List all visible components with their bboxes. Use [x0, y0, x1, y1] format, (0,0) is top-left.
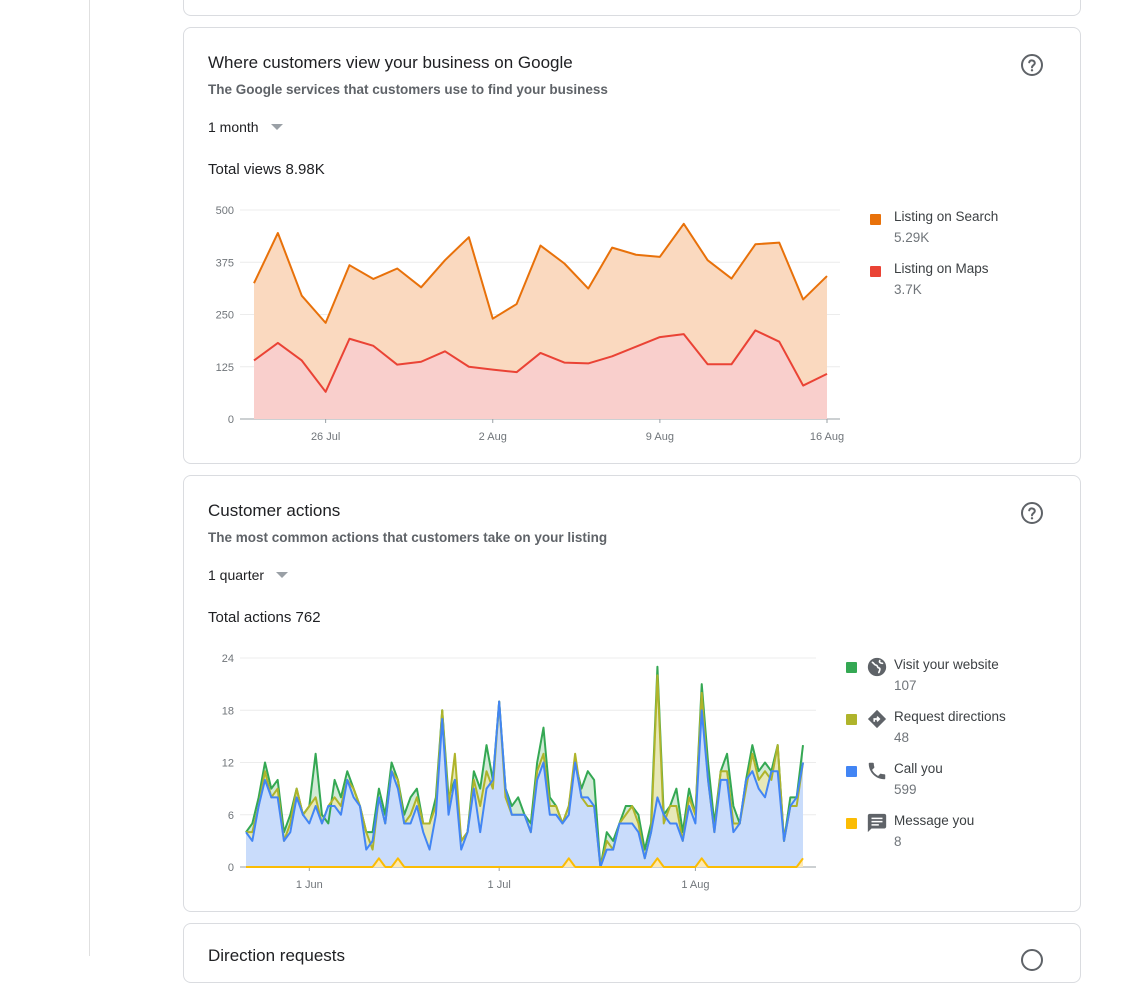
views-x-tick-label: 9 Aug: [646, 431, 674, 443]
legend-label: Listing on Search: [894, 209, 999, 224]
legend-swatch: [870, 266, 881, 277]
legend-label: Listing on Maps: [894, 261, 989, 276]
help-icon[interactable]: [1020, 501, 1044, 525]
views-area-listing-on-maps: [254, 330, 827, 419]
actions-y-tick-label: 6: [228, 810, 234, 822]
actions-period-dropdown[interactable]: 1 quarter: [208, 567, 289, 583]
legend-swatch: [846, 714, 857, 725]
views-card-title: Where customers view your business on Go…: [208, 53, 573, 72]
chevron-down-icon: [270, 124, 283, 130]
actions-x-tick-label: 1 Jul: [488, 879, 511, 891]
left-navigation-rail: [0, 0, 90, 956]
actions-card-title: Customer actions: [208, 501, 341, 520]
legend-value: 8: [894, 834, 902, 849]
help-icon[interactable]: [1020, 948, 1044, 972]
views-chart: 0 125 250 375 500 26 Jul 2 Aug 9 Aug 16 Aug: [216, 205, 844, 443]
views-y-tick-label: 250: [216, 310, 234, 322]
actions-card-subtitle: The most common actions that customers t…: [208, 530, 608, 545]
views-card: Where customers view your business on Go…: [183, 27, 1081, 464]
total-views: Total views 8.98K: [208, 161, 325, 178]
actions-period-label: 1 quarter: [208, 567, 265, 583]
actions-x-tick-label: 1 Aug: [681, 879, 709, 891]
legend-value: 48: [894, 730, 910, 745]
legend-value: 5.29K: [894, 230, 930, 245]
actions-y-tick-label: 24: [222, 653, 234, 665]
views-period-dropdown[interactable]: 1 month: [208, 119, 283, 135]
views-x-tick-label: 26 Jul: [311, 431, 340, 443]
phone-icon: [866, 760, 888, 782]
total-actions: Total actions 762: [208, 609, 321, 626]
legend-swatch: [846, 818, 857, 829]
actions-area-call-you: [246, 701, 803, 867]
views-card-subtitle: The Google services that customers use t…: [208, 82, 608, 97]
actions-y-tick-label: 0: [228, 862, 234, 874]
actions-y-tick-label: 12: [222, 758, 234, 770]
chevron-down-icon: [276, 572, 289, 578]
help-icon[interactable]: [1020, 53, 1044, 77]
views-line-listing-on-search: [253, 222, 828, 324]
views-period-label: 1 month: [208, 119, 259, 135]
previous-card: [183, 0, 1081, 16]
legend-label: Request directions: [894, 709, 1006, 724]
views-x-tick-label: 16 Aug: [810, 431, 844, 443]
legend-swatch: [870, 214, 881, 225]
direction-requests-title: Direction requests: [208, 946, 346, 965]
message-icon: [866, 812, 888, 834]
legend-label: Message you: [894, 813, 975, 828]
legend-label: Call you: [894, 761, 943, 776]
actions-x-tick-label: 1 Jun: [296, 879, 323, 891]
legend-value: 599: [894, 782, 917, 797]
customer-actions-card: Customer actions The most common actions…: [183, 475, 1081, 912]
actions-y-tick-label: 18: [222, 705, 234, 717]
legend-swatch: [846, 766, 857, 777]
legend-value: 107: [894, 678, 917, 693]
legend-swatch: [846, 662, 857, 673]
directions-icon: [866, 708, 888, 730]
direction-requests-card: Direction requests: [183, 923, 1081, 983]
views-y-tick-label: 500: [216, 205, 234, 217]
views-x-tick-label: 2 Aug: [479, 431, 507, 443]
globe-icon: [866, 656, 888, 678]
actions-chart: 0 6 12 18 24 1 Jun 1 Jul 1 Aug: [222, 653, 816, 891]
views-line-listing-on-maps: [253, 329, 828, 393]
legend-label: Visit your website: [894, 657, 999, 672]
actions-line-call-you: [245, 700, 804, 868]
views-y-tick-label: 0: [228, 414, 234, 426]
views-y-tick-label: 375: [216, 257, 234, 269]
views-y-tick-label: 125: [216, 362, 234, 374]
legend-value: 3.7K: [894, 282, 922, 297]
actions-line-message-you: [246, 857, 804, 868]
